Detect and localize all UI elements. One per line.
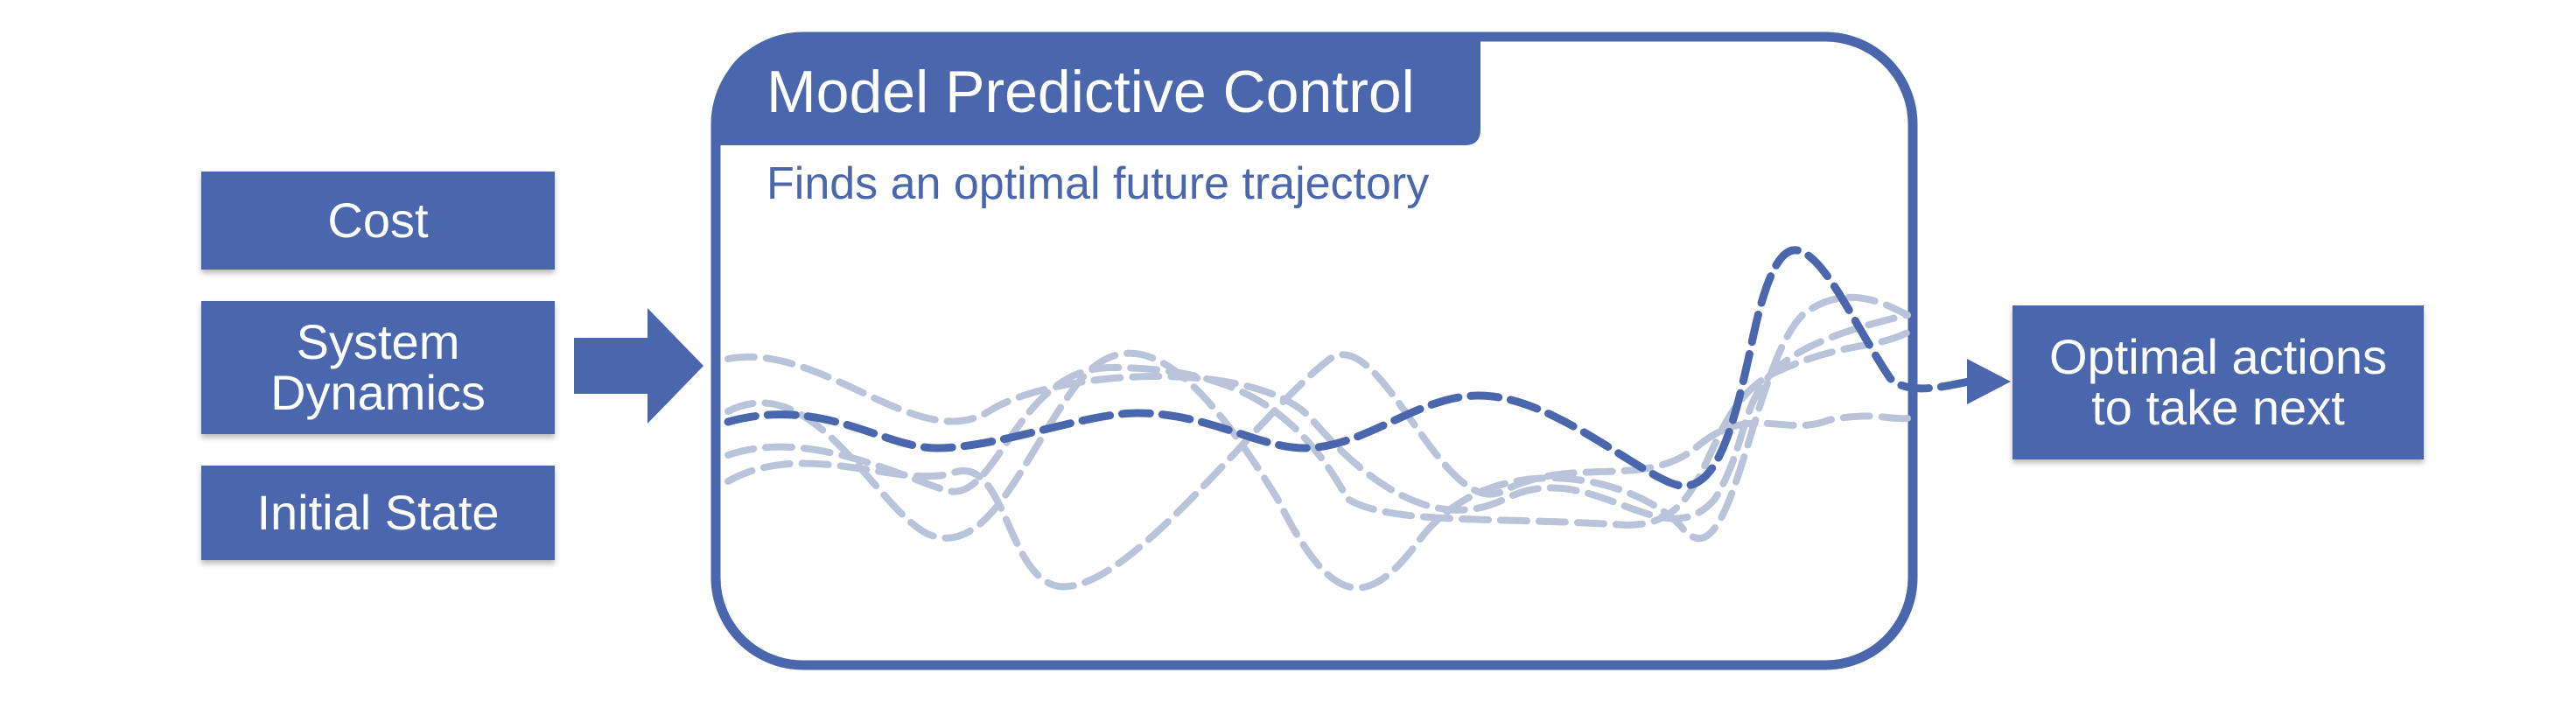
optimal-actions-label-line2: to take next bbox=[2091, 380, 2345, 435]
cost-box: Cost bbox=[201, 172, 555, 270]
output-arrowhead bbox=[1967, 359, 2011, 404]
candidate-trajectory-2 bbox=[724, 293, 1911, 592]
mpc-title-tab bbox=[716, 37, 1480, 145]
candidate-trajectory-1 bbox=[724, 312, 1911, 522]
initial-state-label: Initial State bbox=[256, 485, 500, 540]
mpc-title: Model Predictive Control bbox=[766, 59, 1415, 125]
input-arrow bbox=[574, 308, 704, 424]
candidate-trajectory-4 bbox=[724, 351, 1911, 591]
optimal-trajectory bbox=[724, 246, 1973, 490]
system-dynamics-box: System Dynamics bbox=[201, 301, 555, 434]
initial-state-box: Initial State bbox=[201, 466, 555, 560]
optimal-actions-box: Optimal actions to take next bbox=[2012, 305, 2424, 459]
cost-label: Cost bbox=[327, 193, 429, 248]
optimal-actions-label-line1: Optimal actions bbox=[2049, 329, 2387, 384]
mpc-subtitle: Finds an optimal future trajectory bbox=[766, 158, 1430, 209]
system-dynamics-label-line1: System bbox=[296, 314, 460, 369]
system-dynamics-label-line2: Dynamics bbox=[270, 365, 486, 420]
